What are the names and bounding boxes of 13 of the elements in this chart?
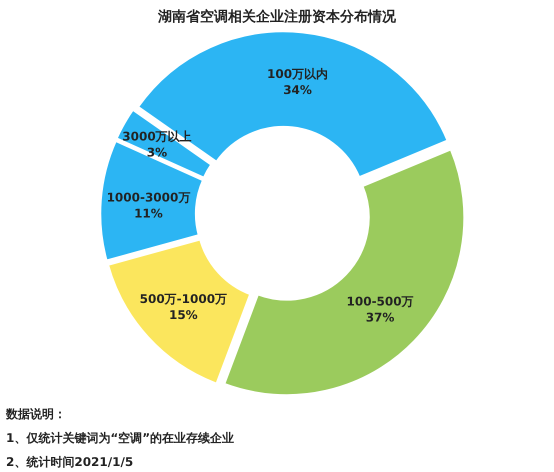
slice-label: 500万-1000万 (140, 292, 228, 306)
data-label: 34% (283, 82, 312, 97)
text: 数据说明： (5, 407, 66, 421)
slice-label: 100-500万 (346, 294, 414, 309)
data-label: 11% (134, 206, 163, 221)
data-label: 3% (146, 145, 168, 160)
slice-label: 1000-3000万 (106, 190, 190, 205)
data-label: 37% (366, 310, 394, 325)
data-label: 15% (168, 308, 198, 322)
text: 1、仅统计关键词为“空调”的在业存续企业 (6, 431, 234, 445)
text: 2、统计时间2021/1/5 (6, 455, 134, 469)
chart-title: 湖南省空调相关企业注册资本分布情况 (157, 8, 397, 25)
slice-label: 100万以内 (267, 66, 328, 81)
